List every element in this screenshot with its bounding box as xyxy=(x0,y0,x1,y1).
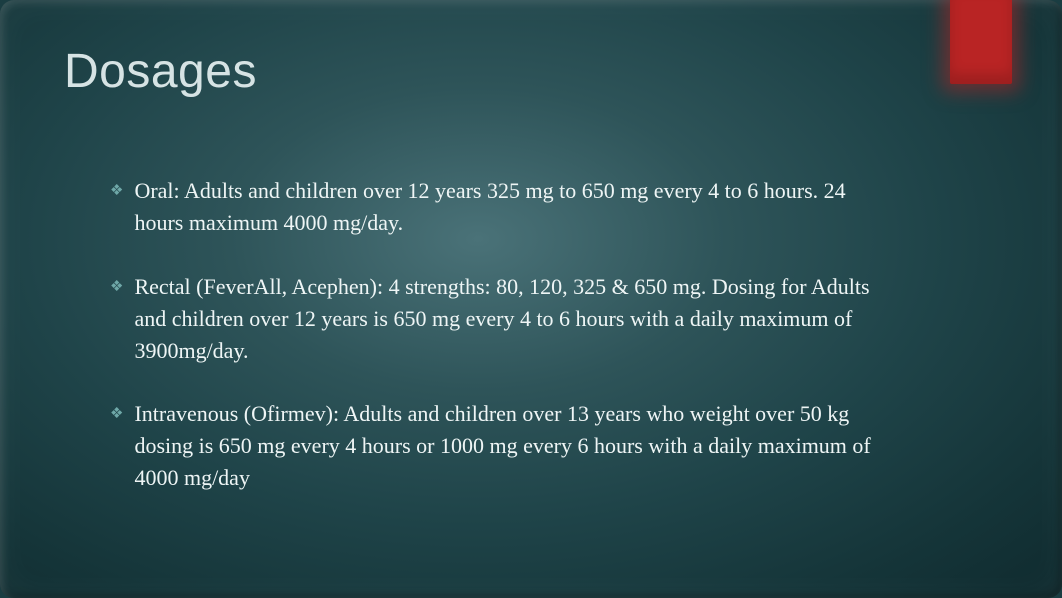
slide: Dosages ❖ Oral: Adults and children over… xyxy=(0,0,1062,598)
list-item: ❖ Rectal (FeverAll, Acephen): 4 strength… xyxy=(110,271,880,367)
bullet-text: Rectal (FeverAll, Acephen): 4 strengths:… xyxy=(134,271,880,367)
diamond-bullet-icon: ❖ xyxy=(110,404,123,426)
bullet-text: Intravenous (Ofirmev): Adults and childr… xyxy=(134,398,880,494)
slide-title: Dosages xyxy=(64,44,257,99)
diamond-bullet-icon: ❖ xyxy=(110,181,123,203)
ribbon-decoration xyxy=(950,0,1012,84)
list-item: ❖ Oral: Adults and children over 12 year… xyxy=(110,175,880,239)
bullet-text: Oral: Adults and children over 12 years … xyxy=(134,175,880,239)
list-item: ❖ Intravenous (Ofirmev): Adults and chil… xyxy=(110,398,880,494)
slide-content: ❖ Oral: Adults and children over 12 year… xyxy=(110,175,880,526)
diamond-bullet-icon: ❖ xyxy=(110,277,123,299)
